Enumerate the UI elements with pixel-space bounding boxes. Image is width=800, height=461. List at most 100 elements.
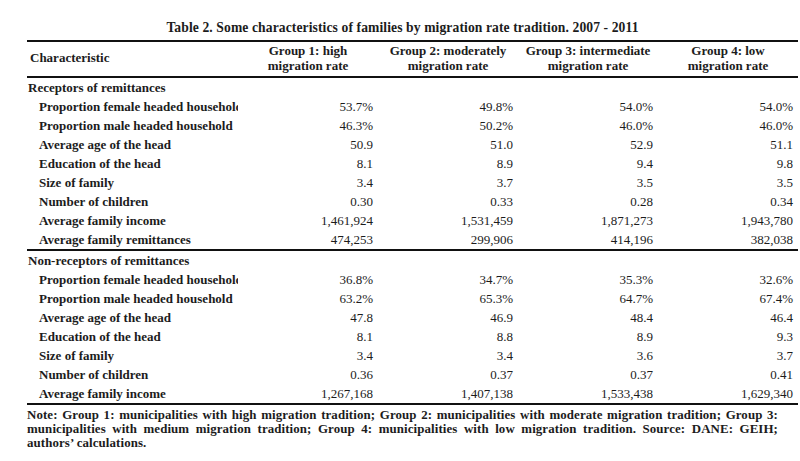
row-label: Size of family: [27, 346, 238, 365]
table-row: Proportion male headed household 46.3% 5…: [27, 116, 798, 135]
column-header-group4-line1: Group 4: low: [660, 44, 796, 59]
row-value: 46.0%: [658, 116, 798, 135]
row-value: 52.9: [518, 135, 658, 154]
row-label: Education of the head: [27, 154, 238, 173]
row-value: 1,531,459: [378, 211, 518, 230]
section-header: Non-receptors of remittances: [27, 250, 798, 270]
row-label: Size of family: [27, 173, 238, 192]
row-label: Number of children: [27, 365, 238, 384]
row-value: 3.7: [378, 173, 518, 192]
row-value: 1,533,438: [518, 384, 658, 404]
row-value: 36.8%: [238, 270, 378, 289]
row-value: 48.4: [518, 308, 658, 327]
row-value: 34.7%: [378, 270, 518, 289]
row-value: 3.5: [658, 173, 798, 192]
row-value: 3.4: [238, 173, 378, 192]
table-row: Proportion female headed household 53.7%…: [27, 97, 798, 116]
row-label: Average family remittances: [27, 230, 238, 250]
column-header-group1: Group 1: high migration rate: [238, 41, 378, 77]
table-row: Average family income 1,267,168 1,407,13…: [27, 384, 798, 404]
row-value: 1,871,273: [518, 211, 658, 230]
table-row: Average family income 1,461,924 1,531,45…: [27, 211, 798, 230]
column-header-characteristic: Characteristic: [27, 41, 238, 77]
row-value: 1,267,168: [238, 384, 378, 404]
table-row: Average age of the head 47.8 46.9 48.4 4…: [27, 308, 798, 327]
section-header-row: Non-receptors of remittances: [27, 250, 798, 270]
section-header-row: Receptors of remittances: [27, 77, 798, 97]
row-value: 8.9: [518, 327, 658, 346]
table-row: Proportion female headed household 36.8%…: [27, 270, 798, 289]
row-value: 49.8%: [378, 97, 518, 116]
row-value: 67.4%: [658, 289, 798, 308]
row-value: 1,407,138: [378, 384, 518, 404]
row-value: 54.0%: [658, 97, 798, 116]
row-label: Proportion male headed household: [27, 289, 238, 308]
row-value: 50.2%: [378, 116, 518, 135]
row-value: 53.7%: [238, 97, 378, 116]
section-header: Receptors of remittances: [27, 77, 798, 97]
row-value: 35.3%: [518, 270, 658, 289]
table-row: Education of the head 8.1 8.9 9.4 9.8: [27, 154, 798, 173]
table-row: Proportion male headed household 63.2% 6…: [27, 289, 798, 308]
row-value: 474,253: [238, 230, 378, 250]
row-label: Average family income: [27, 384, 238, 404]
row-value: 9.4: [518, 154, 658, 173]
row-value: 46.0%: [518, 116, 658, 135]
table-row: Average age of the head 50.9 51.0 52.9 5…: [27, 135, 798, 154]
row-value: 1,629,340: [658, 384, 798, 404]
row-label: Proportion male headed household: [27, 116, 238, 135]
column-header-group4-line2: migration rate: [660, 59, 796, 74]
row-value: 9.3: [658, 327, 798, 346]
row-value: 0.36: [238, 365, 378, 384]
row-value: 0.30: [238, 192, 378, 211]
row-value: 3.5: [518, 173, 658, 192]
row-value: 0.28: [518, 192, 658, 211]
row-label: Average age of the head: [27, 135, 238, 154]
header-row: Characteristic Group 1: high migration r…: [27, 41, 798, 77]
column-header-group2: Group 2: moderately migration rate: [378, 41, 518, 77]
row-value: 51.1: [658, 135, 798, 154]
row-value: 63.2%: [238, 289, 378, 308]
row-label: Average family income: [27, 211, 238, 230]
table-row: Number of children 0.30 0.33 0.28 0.34: [27, 192, 798, 211]
row-value: 3.4: [378, 346, 518, 365]
row-value: 0.41: [658, 365, 798, 384]
row-label: Number of children: [27, 192, 238, 211]
row-value: 46.4: [658, 308, 798, 327]
row-value: 1,461,924: [238, 211, 378, 230]
row-label: Proportion female headed household: [27, 270, 238, 289]
column-header-group3: Group 3: intermediate migration rate: [518, 41, 658, 77]
row-value: 64.7%: [518, 289, 658, 308]
row-value: 382,038: [658, 230, 798, 250]
table-body: Receptors of remittances Proportion fema…: [27, 77, 798, 404]
column-header-group3-line2: migration rate: [520, 59, 656, 74]
column-header-group2-line2: migration rate: [380, 59, 516, 74]
row-label: Proportion female headed household: [27, 97, 238, 116]
column-header-group3-line1: Group 3: intermediate: [520, 44, 656, 59]
row-value: 3.7: [658, 346, 798, 365]
row-label: Average age of the head: [27, 308, 238, 327]
row-value: 0.33: [378, 192, 518, 211]
page: Table 2. Some characteristics of familie…: [0, 0, 800, 461]
row-value: 46.9: [378, 308, 518, 327]
row-value: 414,196: [518, 230, 658, 250]
row-value: 46.3%: [238, 116, 378, 135]
row-value: 51.0: [378, 135, 518, 154]
column-header-group4: Group 4: low migration rate: [658, 41, 798, 77]
row-value: 50.9: [238, 135, 378, 154]
row-value: 0.37: [378, 365, 518, 384]
column-header-group1-line1: Group 1: high: [240, 44, 376, 59]
row-value: 8.9: [378, 154, 518, 173]
column-header-group2-line1: Group 2: moderately: [380, 44, 516, 59]
row-value: 1,943,780: [658, 211, 798, 230]
row-value: 65.3%: [378, 289, 518, 308]
row-value: 9.8: [658, 154, 798, 173]
row-value: 8.1: [238, 154, 378, 173]
table-row: Education of the head 8.1 8.8 8.9 9.3: [27, 327, 798, 346]
table-header: Characteristic Group 1: high migration r…: [27, 41, 798, 77]
row-value: 299,906: [378, 230, 518, 250]
row-value: 3.4: [238, 346, 378, 365]
row-value: 0.37: [518, 365, 658, 384]
row-value: 32.6%: [658, 270, 798, 289]
row-value: 54.0%: [518, 97, 658, 116]
